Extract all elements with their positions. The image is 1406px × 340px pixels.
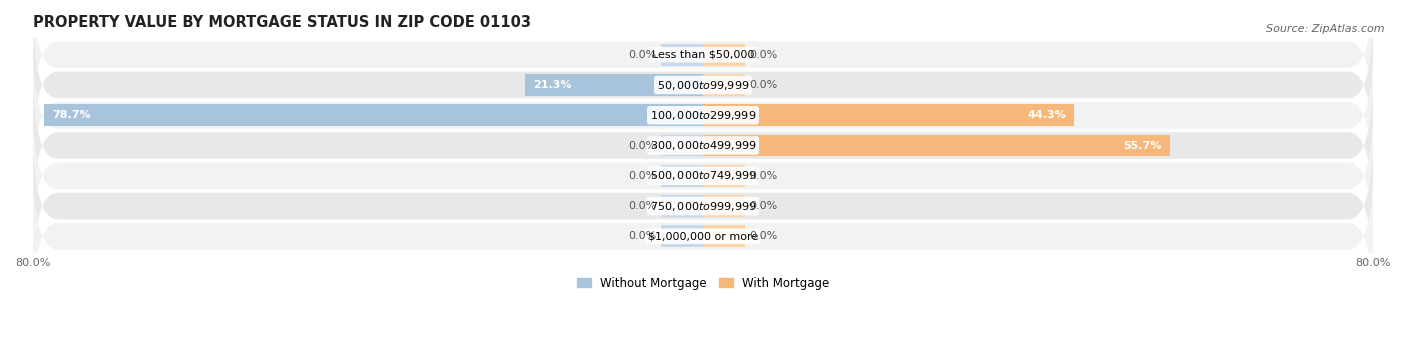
Bar xyxy=(661,195,703,217)
Text: 0.0%: 0.0% xyxy=(749,171,778,181)
Bar xyxy=(524,74,703,96)
Text: $50,000 to $99,999: $50,000 to $99,999 xyxy=(657,79,749,91)
Text: $100,000 to $299,999: $100,000 to $299,999 xyxy=(650,109,756,122)
Bar xyxy=(703,44,745,66)
Text: $750,000 to $999,999: $750,000 to $999,999 xyxy=(650,200,756,212)
Text: 0.0%: 0.0% xyxy=(749,201,778,211)
FancyBboxPatch shape xyxy=(32,129,1374,284)
Text: 0.0%: 0.0% xyxy=(628,50,657,60)
Text: 0.0%: 0.0% xyxy=(749,50,778,60)
Bar xyxy=(703,104,1074,126)
Text: 0.0%: 0.0% xyxy=(749,80,778,90)
Bar xyxy=(661,165,703,187)
Text: 0.0%: 0.0% xyxy=(628,171,657,181)
Bar xyxy=(661,44,703,66)
Text: PROPERTY VALUE BY MORTGAGE STATUS IN ZIP CODE 01103: PROPERTY VALUE BY MORTGAGE STATUS IN ZIP… xyxy=(32,15,530,30)
FancyBboxPatch shape xyxy=(32,98,1374,253)
Bar xyxy=(703,165,745,187)
Text: 55.7%: 55.7% xyxy=(1123,140,1161,151)
Bar xyxy=(703,225,745,247)
Text: $1,000,000 or more: $1,000,000 or more xyxy=(648,231,758,241)
Text: 0.0%: 0.0% xyxy=(628,231,657,241)
FancyBboxPatch shape xyxy=(32,159,1374,314)
FancyBboxPatch shape xyxy=(32,38,1374,193)
FancyBboxPatch shape xyxy=(32,0,1374,132)
Text: 21.3%: 21.3% xyxy=(533,80,571,90)
Text: 0.0%: 0.0% xyxy=(749,231,778,241)
Text: 0.0%: 0.0% xyxy=(628,201,657,211)
Text: 78.7%: 78.7% xyxy=(52,110,90,120)
Text: Less than $50,000: Less than $50,000 xyxy=(652,50,754,60)
Bar xyxy=(703,135,1170,156)
Text: $300,000 to $499,999: $300,000 to $499,999 xyxy=(650,139,756,152)
FancyBboxPatch shape xyxy=(32,68,1374,223)
Legend: Without Mortgage, With Mortgage: Without Mortgage, With Mortgage xyxy=(572,272,834,294)
FancyBboxPatch shape xyxy=(32,7,1374,163)
Bar xyxy=(44,104,703,126)
Bar xyxy=(703,74,745,96)
Bar xyxy=(703,195,745,217)
Text: 0.0%: 0.0% xyxy=(628,140,657,151)
Bar xyxy=(661,225,703,247)
Text: $500,000 to $749,999: $500,000 to $749,999 xyxy=(650,169,756,182)
Bar xyxy=(661,135,703,156)
Text: 44.3%: 44.3% xyxy=(1026,110,1066,120)
Text: Source: ZipAtlas.com: Source: ZipAtlas.com xyxy=(1267,24,1385,34)
